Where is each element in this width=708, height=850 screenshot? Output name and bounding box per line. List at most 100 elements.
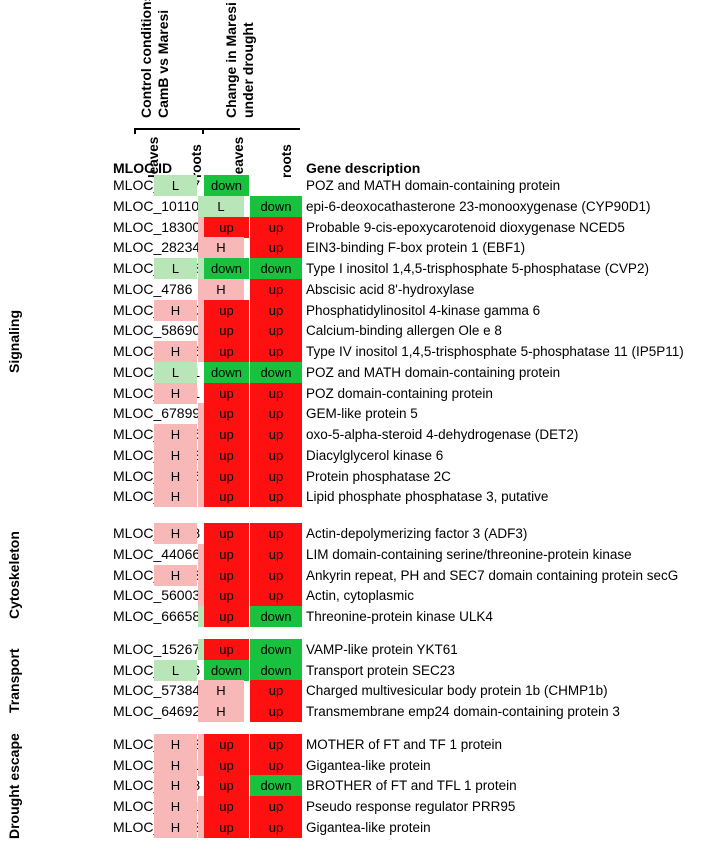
gene-id: MLOC_44066 <box>113 545 201 562</box>
expression-cell: up <box>204 299 249 321</box>
expression-cell: down <box>250 361 302 383</box>
gene-description: Abscisic acid 8'-hydroxylase <box>306 281 475 297</box>
column-group-title: CamB vs Maresi <box>155 9 171 118</box>
gene-id: MLOC_4786 <box>113 280 193 297</box>
expression-cell: down <box>250 775 302 797</box>
gene-description: VAMP-like protein YKT61 <box>306 641 458 657</box>
gene-description: Probable 9-cis-epoxycarotenoid dioxygena… <box>306 219 625 235</box>
gene-id: MLOC_58690 <box>113 322 201 339</box>
expression-cell: up <box>250 237 302 259</box>
gene-description: Protein phosphatase 2C <box>306 468 451 484</box>
expression-cell: up <box>204 523 249 545</box>
group-bracket-tick <box>202 128 204 134</box>
expression-cell: H <box>198 278 244 300</box>
expression-cell: up <box>250 299 302 321</box>
expression-cell: up <box>204 382 249 404</box>
expression-cell: down <box>250 659 302 681</box>
gene-description: POZ domain-containing protein <box>306 385 493 401</box>
group-bracket-line <box>202 128 300 130</box>
expression-cell: up <box>204 444 249 466</box>
gene-id: MLOC_64692 <box>113 703 201 719</box>
gene-id: MLOC_18300 <box>113 218 201 235</box>
gene-description: Calcium-binding allergen Ole e 8 <box>306 323 502 339</box>
category-separator <box>112 629 308 631</box>
column-group-title: Change in Maresi <box>223 2 239 118</box>
gene-description: Type I inositol 1,4,5-trisphosphate 5-ph… <box>306 261 649 276</box>
expression-cell: up <box>250 816 302 838</box>
gene-description: GEM-like protein 5 <box>306 406 418 422</box>
gene-description: POZ and MATH domain-containing protein <box>306 178 561 193</box>
expression-cell: up <box>250 543 302 565</box>
expression-cell: up <box>250 424 302 446</box>
group-bracket-tick <box>134 128 136 134</box>
gene-description: Charged multivesicular body protein 1b (… <box>306 683 608 699</box>
expression-cell: H <box>198 701 244 723</box>
expression-cell: up <box>250 320 302 342</box>
expression-cell: down <box>204 361 249 383</box>
expression-cell: up <box>204 216 249 238</box>
expression-cell: up <box>250 523 302 545</box>
expression-cell: H <box>154 733 197 755</box>
column-group-title: under drought <box>240 22 256 118</box>
expression-cell: H <box>154 754 197 776</box>
gene-description: oxo-5-alpha-steroid 4-dehydrogenase (DET… <box>306 427 579 442</box>
expression-cell: up <box>250 444 302 466</box>
expression-cell: up <box>250 585 302 607</box>
expression-cell: L <box>198 195 244 217</box>
gene-description: EIN3-binding F-box protein 1 (EBF1) <box>306 240 526 256</box>
expression-cell: up <box>250 403 302 425</box>
column-label-roots: roots <box>189 144 204 178</box>
gene-id: MLOC_10110 <box>113 197 200 214</box>
expression-cell: H <box>154 775 197 797</box>
expression-cell: up <box>250 341 302 363</box>
expression-cell: down <box>250 195 302 217</box>
expression-cell: down <box>204 258 249 280</box>
expression-cell: L <box>154 258 197 280</box>
expression-cell: H <box>154 382 197 404</box>
expression-cell: up <box>204 816 249 838</box>
expression-cell: up <box>250 564 302 586</box>
expression-cell: up <box>204 775 249 797</box>
expression-cell: up <box>204 543 249 565</box>
gene-description: Pseudo response regulator PRR95 <box>306 799 516 814</box>
expression-cell: up <box>204 638 249 660</box>
expression-cell: L <box>154 361 197 383</box>
category-label: Cytoskeleton <box>6 530 22 619</box>
expression-cell: up <box>204 486 249 508</box>
gene-description: Transmembrane emp24 domain-containing pr… <box>306 704 620 719</box>
expression-cell: up <box>250 216 302 238</box>
expression-cell: H <box>154 341 197 363</box>
expression-cell: up <box>204 424 249 446</box>
expression-cell: H <box>154 523 197 545</box>
expression-cell: H <box>154 299 197 321</box>
gene-description: Actin, cytoplasmic <box>306 588 415 604</box>
gene-description: Gigantea-like protein <box>306 757 431 773</box>
category-separator <box>112 510 308 511</box>
expression-cell: up <box>204 733 249 755</box>
expression-cell: up <box>204 403 249 425</box>
expression-cell: H <box>154 465 197 487</box>
expression-cell: up <box>204 341 249 363</box>
description-column-header: Gene description <box>306 160 421 176</box>
column-label-leaves: leaves <box>231 136 246 178</box>
expression-cell: up <box>250 701 302 723</box>
expression-cell: down <box>250 258 302 280</box>
expression-cell: up <box>204 320 249 342</box>
expression-cell: up <box>204 796 249 818</box>
gene-description: Phosphatidylinositol 4-kinase gamma 6 <box>306 302 541 318</box>
column-label-roots: roots <box>279 144 294 178</box>
expression-cell: L <box>154 175 197 197</box>
gene-description: Type IV inositol 1,4,5-trisphosphate 5-p… <box>306 344 684 359</box>
gene-description: Diacylglycerol kinase 6 <box>306 447 444 463</box>
expression-cell: H <box>154 444 197 466</box>
gene-description: Lipid phosphate phosphatase 3, putative <box>306 489 549 505</box>
expression-cell: H <box>154 816 197 838</box>
category-label: Transport <box>6 647 22 713</box>
gene-description: BROTHER of FT and TFL 1 protein <box>306 778 517 794</box>
expression-cell: up <box>204 564 249 586</box>
expression-cell: down <box>250 606 302 628</box>
gene-id: MLOC_67899 <box>113 405 201 422</box>
expression-cell: down <box>204 659 249 681</box>
group-bracket-line <box>134 128 204 130</box>
expression-cell: down <box>204 175 249 197</box>
